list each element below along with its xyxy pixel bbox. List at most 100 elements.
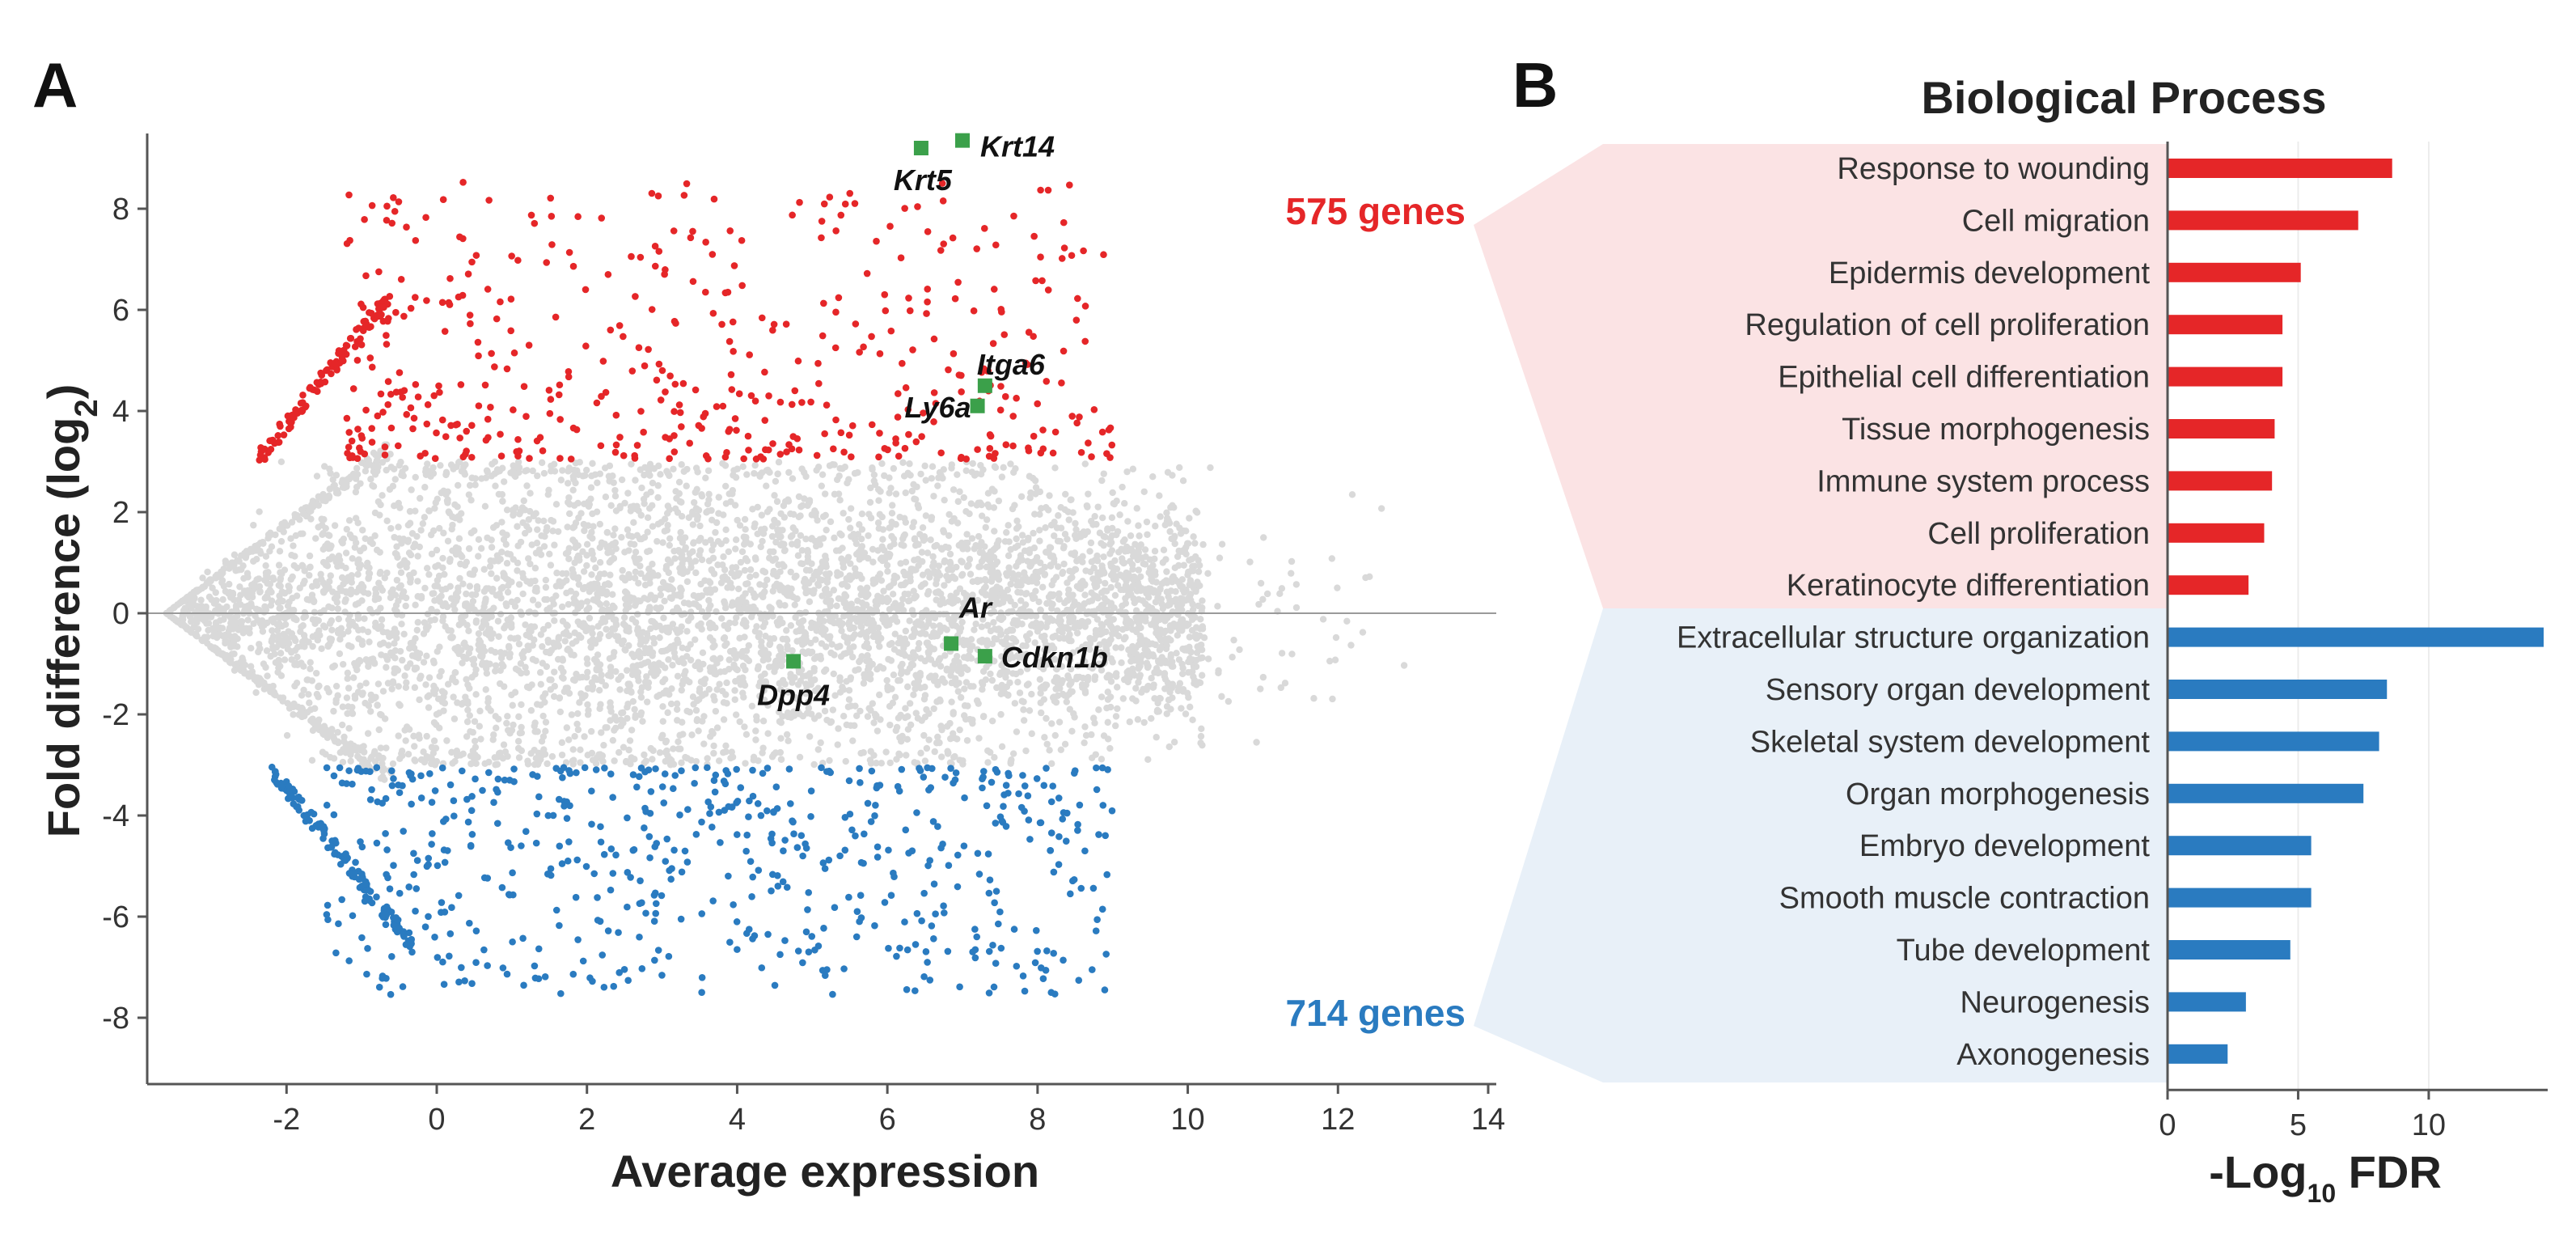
background-point [1189,616,1196,624]
background-point [675,738,682,746]
background-point [1196,679,1204,687]
background-point [1179,477,1187,485]
background-point [732,545,739,553]
background-point [414,619,421,626]
background-point [645,566,653,573]
background-point [1135,522,1142,529]
background-point [551,668,558,676]
background-point [359,527,366,534]
background-point [919,581,926,589]
background-point [810,760,818,769]
background-point [462,693,469,701]
background-point [277,596,284,604]
background-point [404,751,412,758]
background-point [507,634,514,642]
background-point [585,502,593,510]
background-point [432,563,439,570]
background-point [574,618,582,625]
background-point [780,589,789,596]
background-point [780,502,788,510]
background-point [831,534,838,542]
background-point [654,537,661,545]
background-point [1098,622,1106,630]
background-point [722,536,730,544]
background-point [586,614,594,622]
background-point [1100,470,1107,477]
background-point [572,479,579,487]
background-point [814,516,821,524]
background-point [657,591,665,599]
background-point [849,737,857,744]
background-point [1096,529,1104,536]
background-point [1045,506,1052,514]
background-point [795,668,803,676]
background-point [1178,616,1186,624]
background-point [828,641,835,648]
background-point [230,619,237,626]
background-point [1087,539,1095,547]
background-point [1035,598,1043,606]
background-point [1129,671,1136,678]
background-point [1121,500,1128,507]
background-point [728,602,735,609]
background-point [644,595,652,603]
background-point [702,474,709,481]
background-point [433,546,441,554]
background-point [678,498,685,506]
background-point [616,686,624,693]
background-point [345,703,352,710]
background-point [626,574,633,582]
background-point [997,630,1005,638]
background-point [503,719,510,727]
background-point [639,718,646,725]
background-point [617,716,624,723]
background-point [863,633,870,642]
background-point [823,666,830,673]
background-point [869,558,877,566]
background-point [324,562,332,570]
background-point [717,655,724,662]
background-point [1017,589,1025,596]
background-point [719,687,726,695]
background-point [850,530,857,538]
background-point [333,599,341,606]
background-point [623,667,631,674]
background-point [440,529,447,537]
background-point [1170,621,1178,628]
background-point [386,485,394,494]
background-point [658,626,666,633]
background-point [1131,657,1138,664]
background-point [961,685,968,693]
background-point [1026,707,1034,714]
background-point [950,486,958,494]
background-point [367,476,374,483]
background-point [1154,631,1161,638]
background-point [1190,673,1197,680]
background-point [514,596,521,604]
background-point [1156,694,1164,702]
background-point [869,545,877,553]
background-point [355,626,362,634]
background-point [698,491,705,498]
background-point [627,540,634,548]
background-point [709,554,717,561]
background-point [436,524,443,532]
background-point [886,582,895,590]
background-point [995,497,1003,505]
background-point [510,721,517,729]
background-point [925,710,933,718]
background-point [438,667,445,676]
background-point [571,732,578,740]
background-point [840,713,848,720]
background-point [879,536,886,543]
background-point [806,670,814,677]
background-point [277,650,285,657]
background-point [736,718,743,726]
background-point [1166,527,1174,536]
background-point [1092,630,1100,638]
background-point [470,655,478,663]
background-point [603,599,611,608]
background-point [611,649,618,656]
background-point [456,574,463,582]
background-point [667,559,675,566]
